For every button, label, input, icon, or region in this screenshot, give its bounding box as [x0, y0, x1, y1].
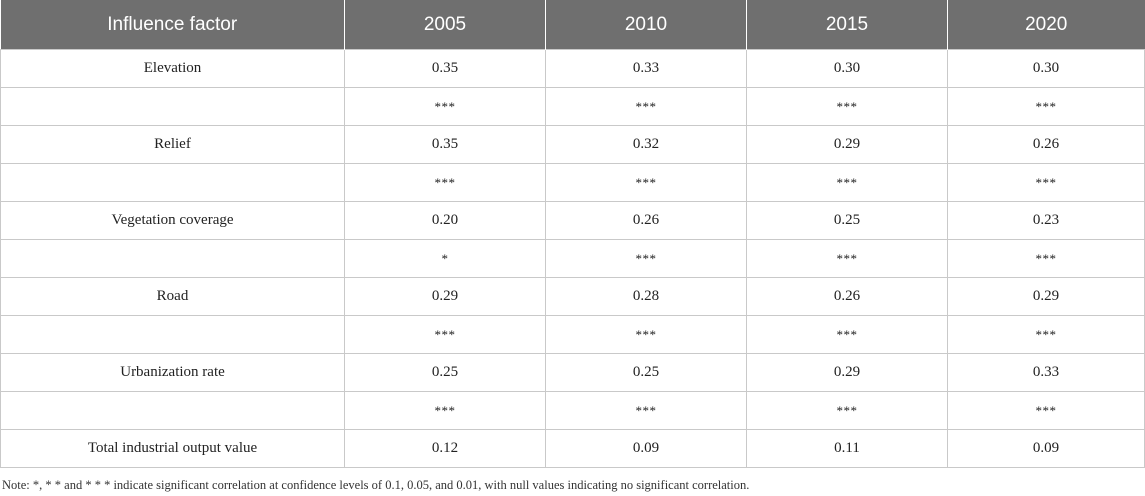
- value-cell: 0.26: [545, 201, 747, 240]
- significance-row: *** *** *** ***: [0, 163, 1145, 202]
- significance-cell: ***: [746, 163, 948, 202]
- significance-row: *** *** *** ***: [0, 315, 1145, 354]
- value-cell: 0.35: [344, 49, 546, 88]
- significance-cell: ***: [947, 391, 1145, 430]
- significance-cell: ***: [545, 87, 747, 126]
- header-influence-factor: Influence factor: [0, 0, 345, 50]
- table-row: Road 0.29 0.28 0.26 0.29: [0, 277, 1145, 316]
- significance-cell: ***: [545, 315, 747, 354]
- empty-label-cell: [0, 87, 345, 126]
- significance-cell: ***: [545, 239, 747, 278]
- empty-label-cell: [0, 315, 345, 354]
- empty-label-cell: [0, 163, 345, 202]
- factor-label: Urbanization rate: [0, 353, 345, 392]
- table-body: Elevation 0.35 0.33 0.30 0.30 *** *** *** *** Rel…: [0, 49, 1145, 468]
- factor-label: Vegetation coverage: [0, 201, 345, 240]
- header-2010: 2010: [545, 0, 747, 50]
- value-cell: 0.29: [746, 125, 948, 164]
- significance-cell: ***: [344, 391, 546, 430]
- significance-cell: ***: [746, 315, 948, 354]
- significance-cell: ***: [947, 163, 1145, 202]
- value-cell: 0.23: [947, 201, 1145, 240]
- value-cell: 0.29: [746, 353, 948, 392]
- influence-factor-table: Influence factor 2005 2010 2015 2020 Ele…: [0, 0, 1145, 468]
- value-cell: 0.30: [746, 49, 948, 88]
- significance-cell: ***: [344, 87, 546, 126]
- significance-row: *** *** *** ***: [0, 391, 1145, 430]
- factor-label: Relief: [0, 125, 345, 164]
- value-cell: 0.25: [545, 353, 747, 392]
- table-row: Elevation 0.35 0.33 0.30 0.30: [0, 49, 1145, 88]
- table-row: Vegetation coverage 0.20 0.26 0.25 0.23: [0, 201, 1145, 240]
- table-row: Relief 0.35 0.32 0.29 0.26: [0, 125, 1145, 164]
- value-cell: 0.26: [746, 277, 948, 316]
- significance-cell: ***: [545, 163, 747, 202]
- table-header: Influence factor 2005 2010 2015 2020: [0, 0, 1145, 50]
- significance-cell: ***: [545, 391, 747, 430]
- significance-row: * *** *** ***: [0, 239, 1145, 278]
- significance-cell: ***: [344, 315, 546, 354]
- table-row: Total industrial output value 0.12 0.09 0.1…: [0, 429, 1145, 468]
- table-note: Note: *, * * and * * * indicate signific…: [2, 478, 750, 492]
- header-2005: 2005: [344, 0, 546, 50]
- factor-label: Total industrial output value: [0, 429, 345, 468]
- value-cell: 0.25: [746, 201, 948, 240]
- significance-cell: ***: [947, 315, 1145, 354]
- value-cell: 0.09: [545, 429, 747, 468]
- significance-cell: *: [344, 239, 546, 278]
- value-cell: 0.12: [344, 429, 546, 468]
- significance-row: *** *** *** ***: [0, 87, 1145, 126]
- value-cell: 0.32: [545, 125, 747, 164]
- table-row: Urbanization rate 0.25 0.25 0.29 0.33: [0, 353, 1145, 392]
- empty-label-cell: [0, 391, 345, 430]
- value-cell: 0.29: [947, 277, 1145, 316]
- header-row: Influence factor 2005 2010 2015 2020: [0, 0, 1145, 50]
- value-cell: 0.35: [344, 125, 546, 164]
- value-cell: 0.28: [545, 277, 747, 316]
- header-2015: 2015: [746, 0, 948, 50]
- empty-label-cell: [0, 239, 345, 278]
- value-cell: 0.25: [344, 353, 546, 392]
- value-cell: 0.26: [947, 125, 1145, 164]
- value-cell: 0.11: [746, 429, 948, 468]
- header-2020: 2020: [947, 0, 1145, 50]
- significance-cell: ***: [947, 239, 1145, 278]
- value-cell: 0.20: [344, 201, 546, 240]
- value-cell: 0.33: [545, 49, 747, 88]
- significance-cell: ***: [746, 391, 948, 430]
- significance-cell: ***: [746, 239, 948, 278]
- value-cell: 0.29: [344, 277, 546, 316]
- factor-label: Road: [0, 277, 345, 316]
- significance-cell: ***: [344, 163, 546, 202]
- value-cell: 0.33: [947, 353, 1145, 392]
- significance-cell: ***: [746, 87, 948, 126]
- factor-label: Elevation: [0, 49, 345, 88]
- value-cell: 0.09: [947, 429, 1145, 468]
- significance-cell: ***: [947, 87, 1145, 126]
- value-cell: 0.30: [947, 49, 1145, 88]
